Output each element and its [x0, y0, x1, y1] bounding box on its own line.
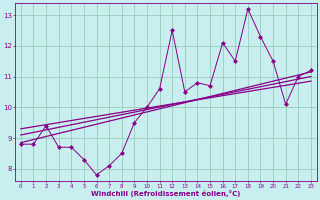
X-axis label: Windchill (Refroidissement éolien,°C): Windchill (Refroidissement éolien,°C): [91, 190, 241, 197]
